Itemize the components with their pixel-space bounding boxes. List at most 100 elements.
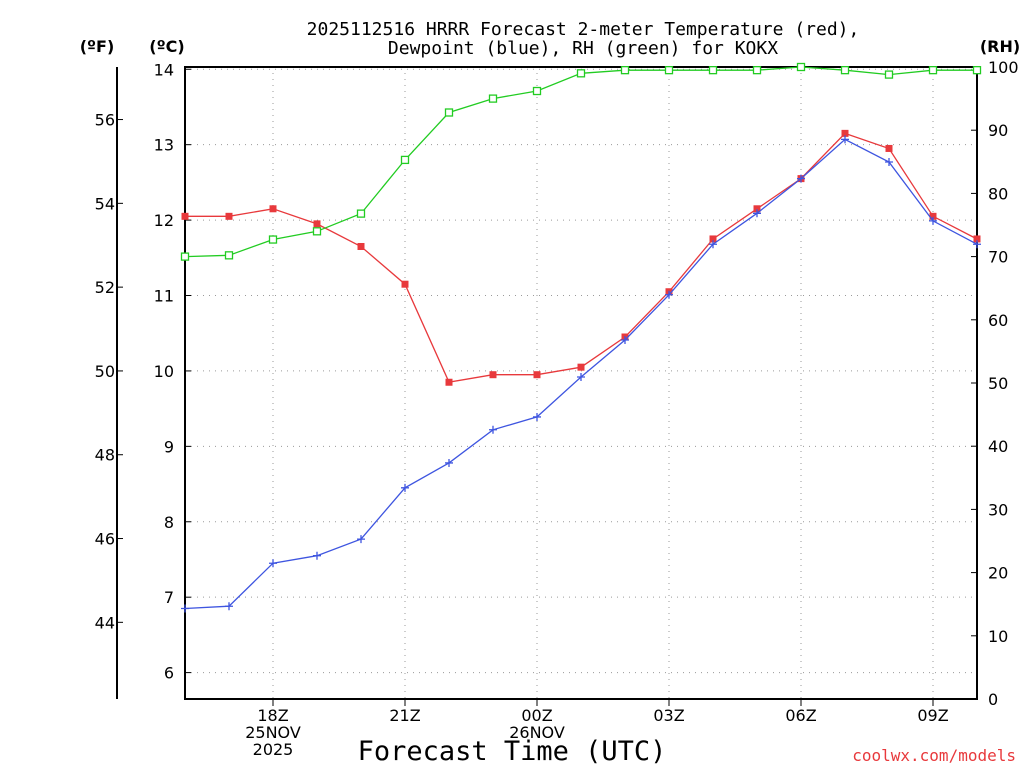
x-tick-label: 2025 [253,740,294,759]
dewpoint-point [797,174,805,183]
x-tick-label: 03Z [653,706,684,725]
rh-point [752,66,762,75]
celsius-tick-label: 8 [164,513,174,532]
x-tick-label: 18Z [257,706,288,725]
dewpoint-point [357,535,365,544]
dewpoint-point [709,240,717,249]
fahrenheit-tick-label: 44 [95,613,115,632]
temperature-point [533,371,541,379]
rh-point [972,66,982,75]
fahrenheit-unit-label: (ºF) [80,37,115,56]
grid-lines [185,67,977,699]
celsius-tick-label: 6 [164,664,174,683]
x-tick-label: 25NOV [245,723,301,742]
fahrenheit-tick-label: 48 [95,446,115,465]
rh-tick-label: 30 [988,500,1008,519]
fahrenheit-tick-label: 46 [95,530,115,549]
chart-title-line-1: 2025112516 HRRR Forecast 2-meter Tempera… [307,19,860,40]
rh-point [576,69,586,78]
rh-tick-label: 60 [988,311,1008,330]
rh-point [532,86,542,96]
rh-tick-label: 50 [988,374,1008,393]
dewpoint-point [445,458,453,467]
dewpoint-point [313,551,321,560]
rh-tick-label: 80 [988,184,1008,203]
temperature-point [489,371,497,379]
chart-title-line-2: Dewpoint (blue), RH (green) for KOKX [388,38,778,59]
dewpoint-point [621,336,629,345]
rh-tick-label: 90 [988,121,1008,140]
celsius-unit-label: (ºC) [149,37,184,56]
dewpoint-point [577,372,585,381]
temperature-series-line [185,132,978,383]
temperature-point [357,242,365,250]
fahrenheit-tick-label: 52 [95,278,115,297]
temperature-point [885,144,893,152]
rh-tick-label: 100 [988,58,1019,77]
x-tick-label: 26NOV [509,723,565,742]
rh-point [180,252,190,261]
x-tick-label: 06Z [785,706,816,725]
temperature-point [929,212,937,220]
dewpoint-point [753,209,761,218]
rh-point [796,62,806,72]
celsius-tick-label: 14 [154,60,174,79]
rh-tick-label: 70 [988,248,1008,267]
rh-tick-label: 40 [988,437,1008,456]
rh-point [664,66,674,75]
series-layer [180,62,982,613]
celsius-tick-label: 10 [154,362,174,381]
temperature-point [753,205,761,213]
fahrenheit-tick-label: 50 [95,362,115,381]
dewpoint-point [885,158,893,167]
credit-label: coolwx.com/models [852,746,1016,765]
x-tick-label: 21Z [389,706,420,725]
temperature-point [313,220,321,228]
x-tick-label: 00Z [521,706,552,725]
x-tick-label: 09Z [917,706,948,725]
temperature-point [973,235,981,243]
rh-tick-label: 20 [988,564,1008,583]
dewpoint-point [973,240,981,249]
plot-frame [184,66,978,700]
rh-point [356,209,366,218]
rh-point [884,70,894,79]
temperature-point [709,235,717,243]
rh-tick-label: 10 [988,627,1008,646]
rh-point [444,108,454,117]
rh-point [840,66,850,75]
dewpoint-point [269,559,277,568]
rh-point [224,251,234,260]
celsius-tick-label: 7 [164,588,174,607]
temperature-point [401,280,409,288]
dewpoint-point [181,604,189,613]
temperature-point [445,378,453,386]
dewpoint-point [929,216,937,225]
fahrenheit-tick-label: 56 [95,111,115,130]
temperature-point [225,212,233,220]
fahrenheit-tick-label: 54 [95,194,115,213]
rh-series-line [184,66,977,258]
dewpoint-point [533,412,541,421]
temperature-point [577,363,585,371]
temperature-point [841,129,849,137]
celsius-tick-label: 13 [154,136,174,155]
temperature-point [269,205,277,213]
celsius-tick-label: 12 [154,211,174,230]
rh-point [268,235,278,244]
dewpoint-point [225,602,233,611]
celsius-tick-label: 9 [164,437,174,456]
rh-point [708,66,718,75]
dewpoint-point [401,483,409,492]
celsius-tick-label: 11 [154,287,174,306]
rh-unit-label: (RH) [980,37,1020,56]
x-axis-label: Forecast Time (UTC) [358,736,667,767]
rh-point [928,66,938,75]
rh-point [400,155,410,165]
rh-tick-label: 0 [988,690,998,709]
dewpoint-point [841,135,849,144]
rh-point [312,227,322,236]
temperature-point [181,212,189,220]
